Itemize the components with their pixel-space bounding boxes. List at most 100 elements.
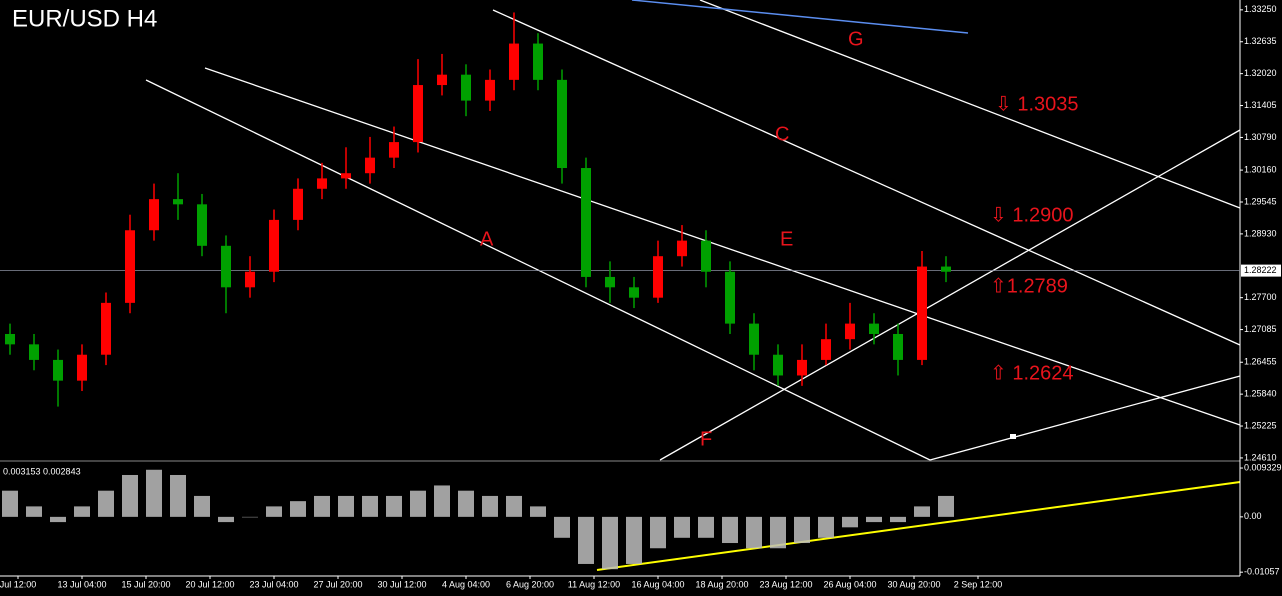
x-tick-label: 30 Aug 20:00 bbox=[887, 579, 940, 589]
x-tick-label: 16 Aug 04:00 bbox=[631, 579, 684, 589]
y-tick-label: 1.30160 bbox=[1244, 164, 1277, 174]
candle-body bbox=[437, 74, 447, 86]
osc-bar bbox=[530, 506, 546, 517]
osc-bar bbox=[818, 516, 834, 538]
candle-body bbox=[845, 323, 855, 340]
osc-bar bbox=[578, 516, 594, 564]
y-tick-label: 1.29545 bbox=[1244, 196, 1277, 206]
candle-body bbox=[773, 354, 783, 376]
y-tick-label: 1.25840 bbox=[1244, 389, 1277, 399]
candle-body bbox=[461, 74, 471, 101]
candle-body bbox=[821, 339, 831, 360]
candle-body bbox=[29, 344, 39, 360]
osc-bar bbox=[554, 516, 570, 538]
osc-bar bbox=[434, 485, 450, 517]
candle-body bbox=[269, 219, 279, 272]
candle-body bbox=[53, 359, 63, 381]
candle-body bbox=[725, 271, 735, 324]
osc-bar bbox=[122, 474, 138, 517]
osc-bar bbox=[746, 516, 762, 549]
osc-bar bbox=[674, 516, 690, 538]
candle-body bbox=[317, 178, 327, 189]
y-tick-label: 1.32020 bbox=[1244, 68, 1277, 78]
osc-bar bbox=[98, 490, 114, 517]
channel-line bbox=[145, 79, 931, 461]
annotation: E bbox=[780, 228, 793, 250]
candle-body bbox=[77, 354, 87, 381]
candle-body bbox=[365, 157, 375, 174]
x-tick-label: 26 Aug 04:00 bbox=[823, 579, 876, 589]
candle-body bbox=[749, 323, 759, 355]
candle-body bbox=[389, 142, 399, 158]
y-tick-label: 1.32635 bbox=[1244, 36, 1277, 46]
osc-bar bbox=[938, 495, 954, 517]
y-tick-label: 1.33250 bbox=[1244, 4, 1277, 14]
osc-y-tick-label: -0.01057 bbox=[1244, 567, 1280, 577]
annotation: ⇩ 1.3035 bbox=[995, 93, 1079, 115]
x-tick-label: 30 Jul 12:00 bbox=[377, 579, 426, 589]
osc-bar bbox=[26, 506, 42, 517]
candle-body bbox=[677, 240, 687, 257]
osc-bar bbox=[2, 490, 18, 517]
channel-line bbox=[929, 375, 1241, 461]
osc-bar bbox=[482, 495, 498, 517]
osc-bar bbox=[458, 490, 474, 517]
line-handle bbox=[1010, 434, 1016, 439]
y-tick-label: 1.26455 bbox=[1244, 357, 1277, 367]
annotation: F bbox=[700, 428, 712, 450]
osc-bar bbox=[362, 495, 378, 517]
y-tick-label: 1.25225 bbox=[1244, 420, 1277, 430]
y-tick-label: 1.31405 bbox=[1244, 100, 1277, 110]
x-tick-label: 23 Aug 12:00 bbox=[759, 579, 812, 589]
osc-bar bbox=[626, 516, 642, 564]
chart-title: EUR/USD H4 bbox=[12, 5, 157, 32]
osc-bar bbox=[866, 516, 882, 523]
osc-bar bbox=[842, 516, 858, 528]
candle-body bbox=[101, 302, 111, 355]
osc-bar bbox=[266, 506, 282, 517]
candle-body bbox=[245, 271, 255, 288]
osc-header: 0.003153 0.002843 bbox=[3, 466, 81, 476]
x-tick-label: 15 Jul 20:00 bbox=[121, 579, 170, 589]
candle-body bbox=[629, 287, 639, 298]
osc-bar bbox=[338, 495, 354, 517]
osc-bar bbox=[722, 516, 738, 544]
last-price-box bbox=[1241, 264, 1281, 277]
osc-bar bbox=[290, 501, 306, 517]
candle-body bbox=[581, 168, 591, 277]
channel-line bbox=[699, 0, 1241, 209]
osc-bar bbox=[914, 506, 930, 517]
candle-body bbox=[197, 204, 207, 246]
osc-bar bbox=[74, 506, 90, 517]
x-tick-label: Jul 12:00 bbox=[0, 579, 36, 589]
candle-body bbox=[149, 199, 159, 231]
candle-body bbox=[5, 333, 15, 345]
candle-body bbox=[173, 199, 183, 205]
osc-bar bbox=[890, 516, 906, 523]
x-tick-label: 27 Jul 20:00 bbox=[313, 579, 362, 589]
candle-body bbox=[533, 43, 543, 80]
y-tick-label: 1.28930 bbox=[1244, 228, 1277, 238]
x-tick-label: 13 Jul 04:00 bbox=[57, 579, 106, 589]
candle-body bbox=[341, 173, 351, 179]
candle-body bbox=[509, 43, 519, 80]
annotation: ⇧1.2789 bbox=[990, 275, 1068, 297]
y-tick-label: 1.27700 bbox=[1244, 292, 1277, 302]
y-tick-label: 1.30790 bbox=[1244, 132, 1277, 142]
candle-body bbox=[557, 79, 567, 169]
candle-body bbox=[221, 245, 231, 288]
y-tick-label: 1.24610 bbox=[1244, 452, 1277, 462]
osc-bar bbox=[170, 474, 186, 517]
osc-bar bbox=[50, 516, 66, 523]
candle-body bbox=[413, 85, 423, 143]
channel-line bbox=[659, 129, 1241, 461]
candle-body bbox=[125, 230, 135, 303]
osc-bar bbox=[770, 516, 786, 549]
x-tick-label: 2 Sep 12:00 bbox=[954, 579, 1003, 589]
osc-bar bbox=[194, 495, 210, 517]
candle-body bbox=[941, 266, 951, 272]
annotation: A bbox=[480, 228, 494, 250]
osc-bar bbox=[242, 516, 258, 518]
